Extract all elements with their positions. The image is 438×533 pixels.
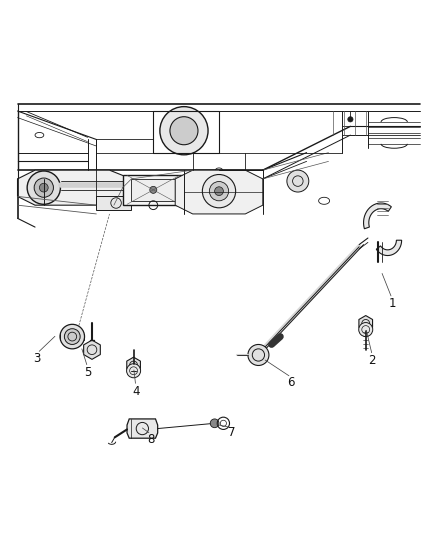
Polygon shape (127, 419, 158, 438)
Circle shape (359, 322, 373, 336)
Circle shape (248, 344, 269, 366)
Text: 6: 6 (287, 376, 295, 389)
Text: 3: 3 (34, 352, 41, 365)
Circle shape (215, 187, 223, 196)
Polygon shape (127, 357, 141, 373)
Text: 1: 1 (388, 297, 396, 310)
Circle shape (287, 170, 309, 192)
Circle shape (210, 419, 219, 427)
Circle shape (202, 174, 236, 208)
Polygon shape (175, 170, 263, 214)
Polygon shape (376, 240, 402, 255)
Circle shape (27, 171, 60, 204)
Circle shape (34, 178, 53, 197)
Polygon shape (131, 179, 175, 201)
Circle shape (150, 187, 157, 193)
Text: 4: 4 (132, 385, 140, 398)
Circle shape (64, 329, 80, 344)
Circle shape (348, 117, 353, 122)
Polygon shape (123, 174, 184, 205)
Polygon shape (18, 170, 131, 205)
Polygon shape (96, 197, 131, 209)
Text: 8: 8 (148, 433, 155, 446)
Circle shape (39, 183, 48, 192)
Text: 5: 5 (84, 366, 91, 379)
Polygon shape (359, 316, 373, 332)
Circle shape (127, 364, 141, 378)
Text: 2: 2 (368, 354, 376, 367)
Circle shape (209, 182, 229, 201)
Circle shape (170, 117, 198, 145)
Circle shape (60, 324, 85, 349)
Polygon shape (84, 340, 100, 359)
Circle shape (160, 107, 208, 155)
Text: 7: 7 (228, 426, 236, 439)
Polygon shape (364, 203, 392, 229)
